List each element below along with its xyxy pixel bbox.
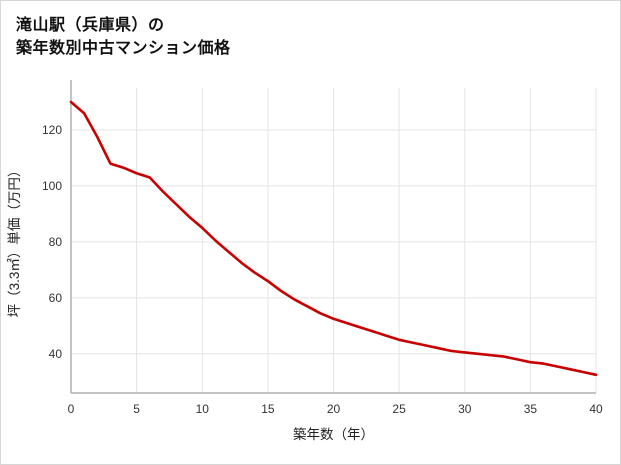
- chart-area: 40 60 80 100 120 0 5 10 15 20 25 30 35 40 築年数（年） 坪（3.3㎡…: [1, 60, 620, 463]
- x-tick-label: 30: [458, 402, 472, 416]
- y-tick-label: 40: [49, 347, 63, 361]
- line-chart: 40 60 80 100 120 0 5 10 15 20 25 30 35 40 築年数（年） 坪（3.3㎡…: [7, 80, 603, 442]
- x-tick-label: 5: [133, 402, 140, 416]
- x-tick-label: 35: [524, 402, 538, 416]
- x-tick-label: 10: [196, 402, 210, 416]
- price-line: [69, 101, 598, 377]
- y-tick-label: 80: [49, 235, 63, 249]
- x-tick-label: 20: [327, 402, 341, 416]
- x-tick-label: 25: [392, 402, 406, 416]
- y-axis-label: 坪（3.3㎡）単価（万円）: [7, 164, 22, 318]
- chart-title-line1: 滝山駅（兵庫県）の: [16, 17, 165, 34]
- x-tick-label: 40: [589, 402, 603, 416]
- x-tick-label: 0: [68, 402, 75, 416]
- chart-title-line2: 築年数別中古マンション価格: [16, 40, 231, 58]
- y-tick-label: 100: [42, 179, 62, 193]
- y-tick-label: 60: [49, 291, 63, 305]
- x-axis-label: 築年数（年）: [293, 427, 374, 442]
- chart-title: 滝山駅（兵庫県）の 築年数別中古マンション価格: [1, 1, 620, 60]
- x-tick-label: 15: [261, 402, 275, 416]
- y-tick-label: 120: [42, 123, 62, 137]
